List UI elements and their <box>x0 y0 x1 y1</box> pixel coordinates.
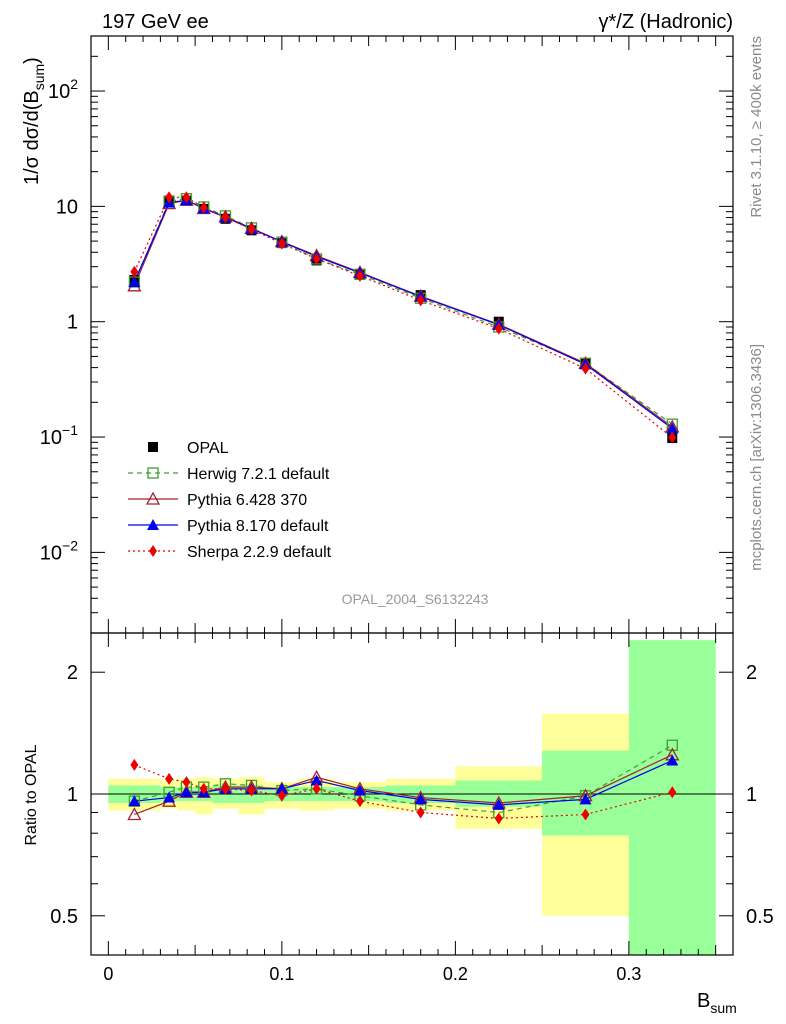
legend: OPAL Herwig 7.2.1 default Pythia 6.428 370… <box>128 440 332 561</box>
ratio-tick-label-left: 2 <box>67 662 78 684</box>
main-point-sherpa-2-2-9-default-2 <box>182 191 191 204</box>
main-point-sherpa-2-2-9-default-12 <box>668 431 677 444</box>
ratio-point-sherpa-2-2-9-default-1 <box>165 772 174 785</box>
main-point-sherpa-2-2-9-default-1 <box>165 191 174 204</box>
x-axis-label-main: B <box>697 990 710 1012</box>
main-point-sherpa-2-2-9-default-0 <box>130 265 139 278</box>
x-axis-label-sub: sum <box>710 1000 736 1016</box>
x-axis-label: Bsum <box>697 990 737 1016</box>
main-point-sherpa-2-2-9-default-5 <box>247 223 256 236</box>
axes: 0 0.1 0.2 0.3 10−2 10−1 1 10 102 0.5 0.5 1 1 2 2 <box>40 35 774 984</box>
ratio-point-sherpa-2-2-9-default-8 <box>355 795 364 808</box>
y-axis-label-sub: sum <box>31 64 47 90</box>
ratio-point-sherpa-2-2-9-default-10 <box>494 812 503 825</box>
main-point-sherpa-2-2-9-default-10 <box>494 322 503 335</box>
ratio-point-sherpa-2-2-9-default-2 <box>182 776 191 789</box>
main-point-sherpa-2-2-9-default-6 <box>277 237 286 250</box>
main-line-herwig-7-2-1-default <box>133 198 673 425</box>
ratio-point-pythia-8-170-default-7 <box>310 774 323 786</box>
legend-marker-pythia-8-170-default <box>147 519 159 530</box>
ratio-point-sherpa-2-2-9-default-7 <box>312 782 321 795</box>
main-point-sherpa-2-2-9-default-3 <box>199 201 208 214</box>
x-tick-label: 0.1 <box>269 964 294 984</box>
main-point-sherpa-2-2-9-default-4 <box>221 211 230 224</box>
main-point-sherpa-2-2-9-default-9 <box>416 294 425 307</box>
ratio-point-herwig-7-2-1-default-12 <box>666 739 678 751</box>
main-point-pythia-8-170-default-12 <box>666 422 679 434</box>
series-markers <box>127 191 680 825</box>
analysis-label: OPAL_2004_S6132243 <box>342 591 489 607</box>
ratio-point-pythia-8-170-default-9 <box>414 793 427 805</box>
legend-marker-sherpa-2-2-9-default <box>149 545 157 557</box>
title-left: 197 GeV ee <box>102 11 209 33</box>
ratio-point-sherpa-2-2-9-default-6 <box>277 789 286 802</box>
y-tick-label: 10 <box>56 196 78 218</box>
ratio-tick-label-right: 0.5 <box>746 906 774 928</box>
main-point-pythia-8-170-default-0 <box>128 276 141 288</box>
x-tick-label: 0.3 <box>616 964 641 984</box>
x-tick-label: 0 <box>103 964 113 984</box>
ratio-tick-label-right: 2 <box>746 662 757 684</box>
main-point-sherpa-2-2-9-default-7 <box>312 252 321 265</box>
legend-label-herwig-7-2-1-default: Herwig 7.2.1 default <box>187 466 330 483</box>
y-tick-label: 102 <box>48 76 78 103</box>
legend-label-sherpa-2-2-9-default: Sherpa 2.2.9 default <box>187 544 332 561</box>
legend-label-opal: OPAL <box>187 440 229 457</box>
main-point-sherpa-2-2-9-default-8 <box>355 269 364 282</box>
legend-label-pythia-6-428-370: Pythia 6.428 370 <box>187 492 307 509</box>
legend-marker-herwig-7-2-1-default <box>147 467 159 479</box>
band-stat-11 <box>542 750 629 836</box>
main-line-sherpa-2-2-9-default <box>133 196 673 439</box>
legend-marker-pythia-6-428-370 <box>145 491 161 505</box>
ratio-tick-label-left: 1 <box>67 784 78 806</box>
y-tick-label: 10−1 <box>40 422 78 449</box>
y-tick-label: 10−2 <box>40 537 78 564</box>
y-axis-label-main: 1/σ dσ/d(B <box>21 90 43 185</box>
ratio-point-sherpa-2-2-9-default-0 <box>130 758 139 771</box>
ratio-point-sherpa-2-2-9-default-9 <box>416 806 425 819</box>
ratio-point-sherpa-2-2-9-default-4 <box>221 782 230 795</box>
title-right: γ*/Z (Hadronic) <box>599 11 733 33</box>
ratio-point-pythia-8-170-default-10 <box>492 798 505 810</box>
ratio-point-pythia-8-170-default-11 <box>579 793 592 805</box>
ratio-point-pythia-8-170-default-8 <box>353 784 366 796</box>
rivet-version-label: Rivet 3.1.10, ≥ 400k events <box>748 36 765 218</box>
legend-marker-opal <box>148 442 158 452</box>
main-line-pythia-8-170-default <box>133 199 673 429</box>
y-axis-label-close: ) <box>21 57 43 64</box>
ratio-tick-label-right: 1 <box>746 784 757 806</box>
legend-label-pythia-8-170-default: Pythia 8.170 default <box>187 518 329 535</box>
y-tick-label: 1 <box>67 312 78 334</box>
ratio-point-pythia-6-428-370-0 <box>127 807 142 821</box>
ratio-point-pythia-8-170-default-12 <box>666 754 679 766</box>
x-tick-label: 0.2 <box>443 964 468 984</box>
ratio-point-sherpa-2-2-9-default-3 <box>199 782 208 795</box>
ratio-tick-label-left: 0.5 <box>50 906 78 928</box>
ratio-point-pythia-8-170-default-1 <box>163 791 176 803</box>
ratio-point-pythia-8-170-default-0 <box>128 795 141 807</box>
y-axis-label: 1/σ dσ/d(Bsum) <box>21 57 47 185</box>
main-point-sherpa-2-2-9-default-11 <box>581 362 590 375</box>
ratio-axis-label: Ratio to OPAL <box>23 744 40 845</box>
main-line-pythia-6-428-370 <box>133 199 673 428</box>
mcplots-label: mcplots.cern.ch [arXiv:1306.3436] <box>748 344 765 571</box>
ratio-point-sherpa-2-2-9-default-12 <box>668 786 677 799</box>
ratio-point-pythia-8-170-default-2 <box>180 786 193 798</box>
ratio-point-sherpa-2-2-9-default-5 <box>247 784 256 797</box>
ratio-point-sherpa-2-2-9-default-11 <box>581 808 590 821</box>
ratio-point-pythia-8-170-default-6 <box>275 782 288 794</box>
